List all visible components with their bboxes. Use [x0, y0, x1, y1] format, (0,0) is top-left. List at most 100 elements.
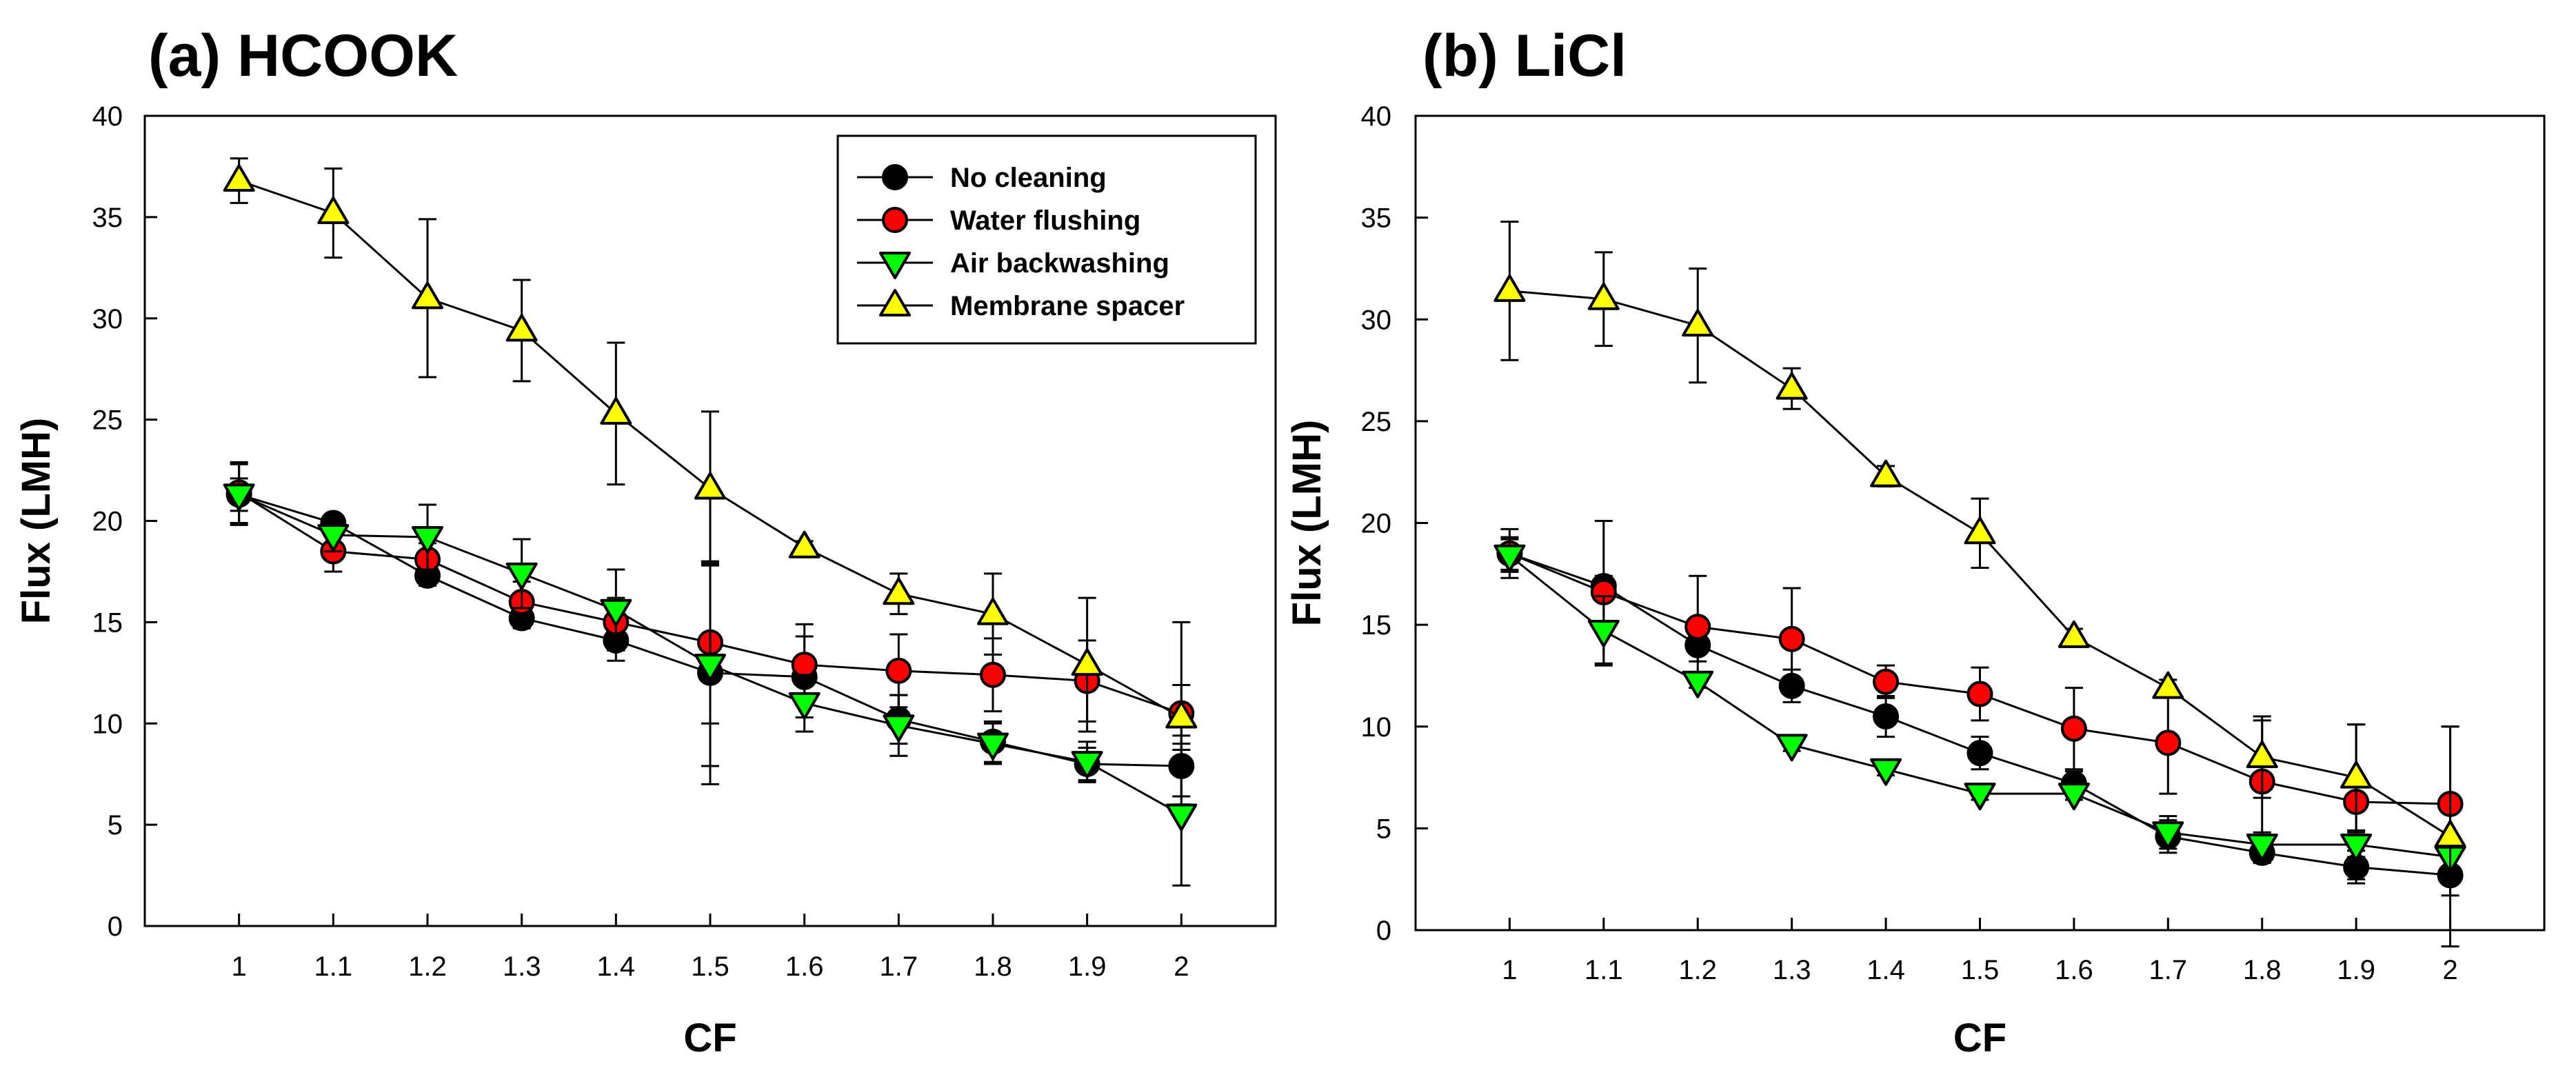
y-tick-label: 20	[92, 507, 123, 537]
chart-title: (a) HCOOK	[148, 23, 458, 89]
x-tick-label: 1	[232, 952, 247, 982]
y-tick-label: 30	[92, 304, 123, 334]
data-point	[788, 692, 821, 720]
data-point	[412, 281, 443, 310]
legend-marker	[879, 252, 911, 279]
legend-label: No cleaning	[950, 163, 1107, 193]
x-tick-label: 1.3	[503, 952, 541, 982]
y-tick-label: 20	[1361, 509, 1392, 539]
data-point	[2060, 715, 2087, 742]
x-tick-label: 1.9	[1068, 952, 1107, 982]
x-tick-label: 1.5	[691, 952, 729, 982]
legend-label: Membrane spacer	[950, 291, 1185, 321]
legend-marker	[882, 207, 908, 233]
data-point	[883, 577, 915, 605]
y-tick-label: 15	[92, 607, 123, 638]
x-tick-label: 2	[2442, 955, 2457, 985]
chart-title: (b) LiCl	[1422, 23, 1627, 89]
data-point	[2155, 729, 2182, 756]
legend-item: Water flushing	[857, 205, 1140, 236]
data-point	[1775, 372, 1808, 400]
data-point	[1964, 783, 1996, 811]
y-tick-label: 0	[1376, 916, 1391, 946]
data-point	[505, 562, 538, 590]
series-water-flushing	[1496, 520, 2464, 883]
x-tick-label: 1.7	[880, 952, 918, 982]
chart-panel-1: (a) HCOOK 0 5 10 15 20 25 30 35 40 1 1.1 1.2 1.3 1.4 1.…	[14, 23, 1277, 1060]
data-point	[317, 197, 350, 224]
y-tick-label: 25	[1361, 407, 1392, 437]
data-point	[1775, 734, 1808, 762]
x-tick-label: 1.7	[2149, 955, 2188, 985]
y-tick-label: 10	[92, 709, 123, 739]
y-tick-label: 40	[1361, 101, 1392, 132]
data-point	[2152, 671, 2184, 699]
data-point	[1778, 625, 1805, 652]
data-point	[600, 396, 632, 425]
data-point	[2340, 761, 2373, 789]
data-point	[1964, 516, 1996, 545]
data-point	[2152, 821, 2184, 849]
x-tick-label: 1.6	[2055, 955, 2093, 985]
data-point	[1966, 681, 1993, 707]
data-point	[1493, 544, 1526, 572]
data-point	[694, 472, 726, 500]
x-tick-label: 1	[1502, 955, 1517, 985]
data-point	[788, 530, 821, 558]
data-point	[1684, 614, 1711, 641]
series-membrane-spacer	[1493, 221, 2466, 948]
legend-item: No cleaning	[857, 163, 1107, 193]
data-point	[1682, 309, 1714, 337]
data-point	[223, 483, 255, 512]
legend-label: Water flushing	[950, 205, 1140, 236]
data-point	[694, 654, 726, 682]
data-point	[1165, 701, 1198, 729]
y-tick-label: 10	[1361, 712, 1392, 743]
x-tick-label: 1.2	[1678, 955, 1717, 985]
x-tick-label: 1.8	[974, 952, 1012, 982]
x-tick-label: 1.6	[785, 952, 824, 982]
x-tick-label: 1.1	[1584, 955, 1623, 985]
data-point	[1682, 670, 1714, 698]
data-point	[1587, 282, 1620, 310]
data-point	[1165, 803, 1198, 832]
x-tick-label: 1.4	[1866, 955, 1905, 985]
data-point	[1870, 459, 1902, 487]
data-point	[1587, 619, 1620, 647]
y-tick-label: 35	[1361, 203, 1392, 234]
x-tick-label: 1.2	[408, 952, 447, 982]
data-point	[1071, 648, 1103, 676]
data-point	[412, 526, 443, 554]
legend-item: Air backwashing	[857, 248, 1169, 279]
y-tick-label: 0	[108, 912, 123, 942]
data-point	[2340, 833, 2373, 861]
data-point	[980, 661, 1006, 688]
x-axis-label: CF	[683, 1016, 736, 1060]
data-point	[791, 652, 818, 678]
data-point	[600, 598, 632, 627]
legend-item: Membrane spacer	[857, 289, 1185, 321]
legend-marker	[879, 289, 911, 316]
y-axis-label: Flux (LMH)	[1285, 420, 1329, 627]
y-tick-label: 5	[1376, 814, 1391, 844]
y-tick-label: 30	[1361, 305, 1392, 335]
data-point	[1071, 751, 1103, 779]
data-point	[505, 314, 538, 342]
x-tick-label: 1.8	[2243, 955, 2282, 985]
data-point	[223, 164, 255, 192]
legend: No cleaning Water flushing Air backwashing…	[836, 134, 1257, 345]
y-tick-label: 15	[1361, 610, 1392, 641]
data-point	[977, 597, 1009, 625]
data-point	[977, 732, 1009, 761]
y-tick-label: 40	[92, 101, 123, 132]
data-point	[1873, 703, 1900, 729]
legend-box	[836, 134, 1257, 345]
data-point	[885, 657, 912, 684]
data-point	[2434, 820, 2466, 848]
data-point	[1966, 740, 1993, 767]
data-point	[1493, 274, 1526, 302]
data-point	[2246, 741, 2278, 769]
x-tick-label: 2	[1174, 952, 1189, 982]
data-point	[1870, 758, 1902, 786]
